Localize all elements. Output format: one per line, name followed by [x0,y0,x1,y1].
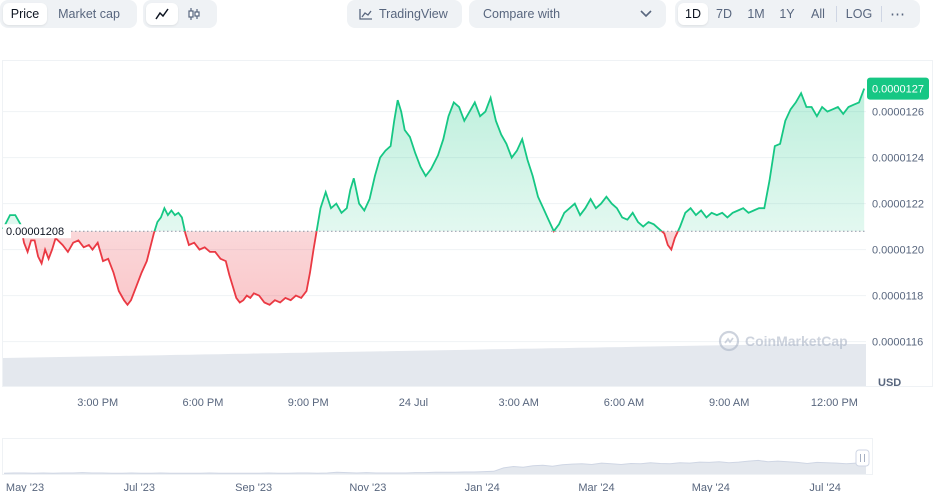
chevron-down-icon [640,10,652,18]
range-1d[interactable]: 1D [678,3,708,25]
navigator-x-tick-label: May '24 [692,482,730,492]
more-icon[interactable]: ⋯ [890,6,906,23]
x-tick-label: 9:00 AM [709,397,749,409]
navigator-x-axis: May '23 Jul '23 Sep '23 Nov '23 Jan '24 Mar '… [6,482,841,492]
navigator-x-tick-label: Jan '24 [465,482,500,492]
tradingview-button[interactable]: TradingView [347,0,462,28]
navigator-x-tick-label: Jul '23 [124,482,155,492]
x-axis: 3:00 PM 6:00 PM 9:00 PM 24 Jul 3:00 AM 6:00 A… [77,397,858,409]
price-area-down [3,231,865,305]
navigator-area [4,460,866,474]
toolbar-divider [836,6,837,22]
x-tick-label: 3:00 AM [499,397,539,409]
trend-chart-icon [359,9,372,20]
volume-area [3,344,866,386]
range-7d[interactable]: 7D [716,7,732,21]
navigator-handle-body[interactable] [855,449,870,467]
y-tick-label: 0.0000120 [872,245,924,257]
current-price-label: 0.0000127 [872,84,924,96]
line-chart-icon[interactable] [146,3,178,25]
range-1m[interactable]: 1M [747,7,765,21]
y-tick-label: 0.0000116 [872,337,923,349]
price-line-down [20,231,679,307]
tradingview-label: TradingView [379,7,448,21]
range-1y[interactable]: 1Y [779,7,795,21]
y-tick-label: 0.0000122 [872,199,924,211]
navigator-x-tick-label: Sep '23 [235,482,272,492]
range-navigator: May '23 Jul '23 Sep '23 Nov '23 Jan '24 Mar '… [2,438,873,492]
price-tab[interactable]: Price [3,3,47,25]
price-marketcap-toggle: Price Market cap [0,0,137,28]
coinmarketcap-logo-mark [724,337,734,344]
watermark: CoinMarketCap [718,330,848,352]
range-all[interactable]: All [811,7,825,21]
y-axis: 0.0000126 0.0000124 0.0000122 0.0000120 0.00… [872,107,924,349]
y-tick-label: 0.0000118 [872,291,923,303]
price-area-up [3,88,865,232]
y-tick-label: 0.0000126 [872,107,924,119]
navigator-x-tick-label: May '23 [6,482,44,492]
compare-label: Compare with [483,7,561,21]
navigator-x-tick-label: Mar '24 [578,482,614,492]
x-tick-label: 3:00 PM [77,397,118,409]
x-tick-label: 6:00 PM [182,397,223,409]
toolbar-divider [881,6,882,22]
x-tick-label: 24 Jul [399,397,428,409]
current-price-badge: 0.0000127 [867,77,929,100]
coinmarketcap-logo-icon [718,330,740,352]
range-selector: 1D 7D 1M 1Y All LOG ⋯ [675,0,920,28]
navigator-x-tick-label: Nov '23 [349,482,386,492]
chart-toolbar: Price Market cap TradingView Compare wit… [0,0,936,30]
market-cap-tab[interactable]: Market cap [58,7,120,21]
x-tick-label: 6:00 AM [604,397,644,409]
navigator-line [3,459,867,474]
baseline-label-bg [3,224,71,239]
current-price-badge-bg [867,77,929,100]
chart-type-toggle [143,0,217,28]
x-tick-label: 9:00 PM [288,397,329,409]
plot-frame [2,60,933,387]
baseline-label-group: 0.00001208 [3,224,71,239]
navigator-x-tick-label: Jul '24 [809,482,840,492]
watermark-text: CoinMarketCap [745,333,848,349]
baseline-label: 0.00001208 [6,226,64,238]
y-tick-label: 0.0000124 [872,153,924,165]
compare-with-select[interactable]: Compare with [469,0,666,28]
navigator-handle[interactable] [855,449,870,467]
log-scale-button[interactable]: LOG [845,7,873,21]
x-tick-label: 12:00 PM [811,397,858,409]
currency-label: USD [878,377,901,389]
candlestick-icon[interactable] [178,3,210,25]
price-line-up [2,88,866,232]
